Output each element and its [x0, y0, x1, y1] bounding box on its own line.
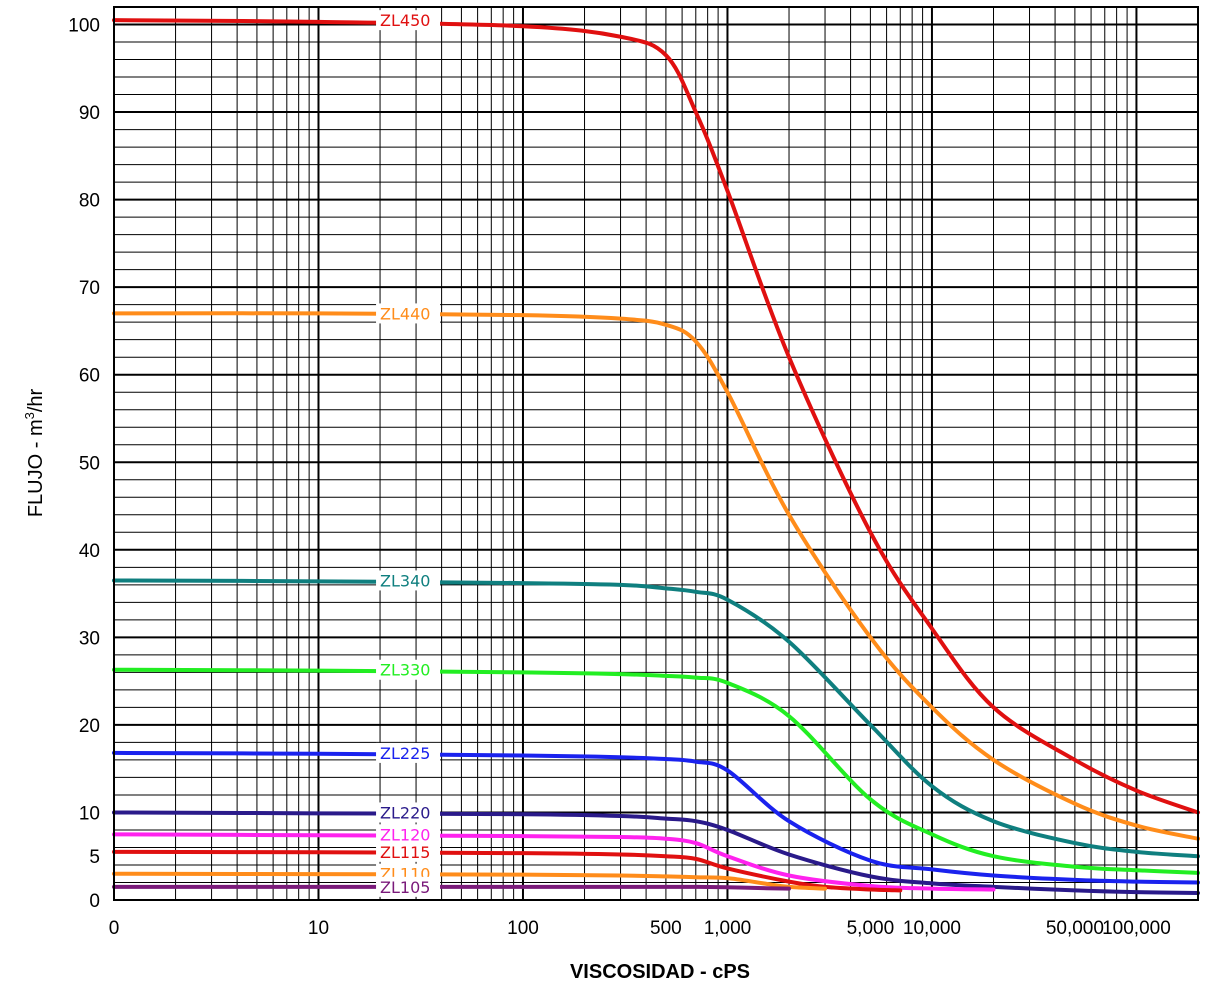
x-tick-label: 10	[308, 918, 329, 939]
x-tick-label: 1,000	[704, 918, 752, 939]
series-label-bg	[376, 659, 441, 680]
series-line-zl440	[112, 311, 1200, 841]
x-tick-label: 10,000	[903, 918, 961, 939]
y-tick-label: 5	[89, 847, 100, 868]
x-axis-title: VISCOSIDAD - cPS	[570, 961, 750, 983]
y-tick-label: 30	[79, 628, 100, 649]
y-tick-label: 90	[79, 103, 100, 124]
y-axis-title-sup: 3	[22, 412, 37, 419]
series-label-bg	[376, 824, 441, 845]
y-tick-label: 20	[79, 716, 100, 737]
y-tick-label: 50	[79, 453, 100, 474]
series-label-zl450: ZL450	[380, 11, 430, 30]
y-tick-label: 100	[68, 16, 100, 37]
y-tick-label: 0	[89, 891, 100, 912]
series-label-zl120: ZL120	[380, 825, 430, 844]
series-label-zl440: ZL440	[380, 304, 430, 323]
y-axis-title: FLUJO - m3/hr	[22, 388, 47, 517]
series-line-zl450	[112, 18, 1200, 815]
y-axis-title-tail: /hr	[25, 388, 47, 412]
y-tick-label: 10	[79, 803, 100, 824]
series-labels: ZL450 ZL440 ZL340 ZL330 ZL225 ZL220 ZL120ZL115…	[376, 10, 441, 897]
series-label-zl115: ZL115	[380, 843, 430, 862]
series-label-zl225: ZL225	[380, 744, 430, 763]
series-label-bg	[376, 303, 441, 324]
x-tick-label: 5,000	[847, 918, 895, 939]
x-tick-label: 100	[507, 918, 539, 939]
series-label-bg	[376, 570, 441, 591]
series-label-zl330: ZL330	[380, 661, 430, 680]
series-label-zl340: ZL340	[380, 571, 430, 590]
x-tick-label: 100,000	[1102, 918, 1171, 939]
y-tick-label: 80	[79, 191, 100, 212]
series-line-zl110	[112, 871, 828, 891]
series-label-bg	[376, 742, 441, 763]
y-tick-label: 70	[79, 278, 100, 299]
series-line-zl105	[112, 884, 792, 891]
y-tick-label: 40	[79, 541, 100, 562]
series-label-zl105: ZL105	[380, 878, 430, 897]
y-tick-label: 60	[79, 366, 100, 387]
x-tick-label: 50,000	[1046, 918, 1104, 939]
series-label-bg	[376, 802, 441, 823]
plot-frame	[113, 6, 1199, 901]
series-line-zl120	[112, 832, 996, 892]
x-tick-label: 500	[650, 918, 682, 939]
y-axis-title-main: FLUJO - m	[25, 419, 47, 517]
series-label-bg	[376, 10, 441, 31]
y-axis-tick-labels: 0 5 10 20 30 40 50 60 70 80 90 100	[68, 16, 100, 912]
x-tick-label: 0	[109, 918, 120, 939]
series-label-bg	[376, 876, 441, 897]
series-label-bg	[376, 841, 441, 862]
series-label-zl220: ZL220	[380, 803, 430, 822]
